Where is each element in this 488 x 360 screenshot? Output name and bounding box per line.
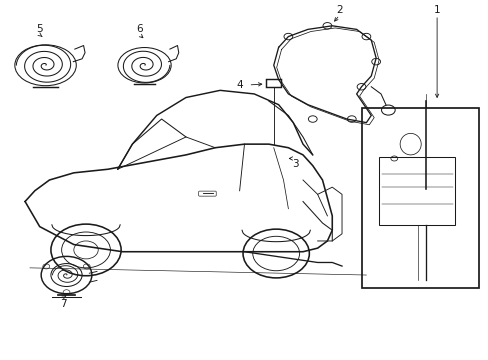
Bar <box>266 79 281 87</box>
Text: 6: 6 <box>136 24 142 35</box>
Text: 1: 1 <box>433 5 440 15</box>
Text: 5: 5 <box>36 24 43 35</box>
Text: 3: 3 <box>292 159 298 169</box>
Text: 4: 4 <box>236 80 243 90</box>
Text: 7: 7 <box>60 299 66 309</box>
Bar <box>378 157 454 225</box>
Text: 2: 2 <box>336 5 342 15</box>
Bar <box>361 108 478 288</box>
